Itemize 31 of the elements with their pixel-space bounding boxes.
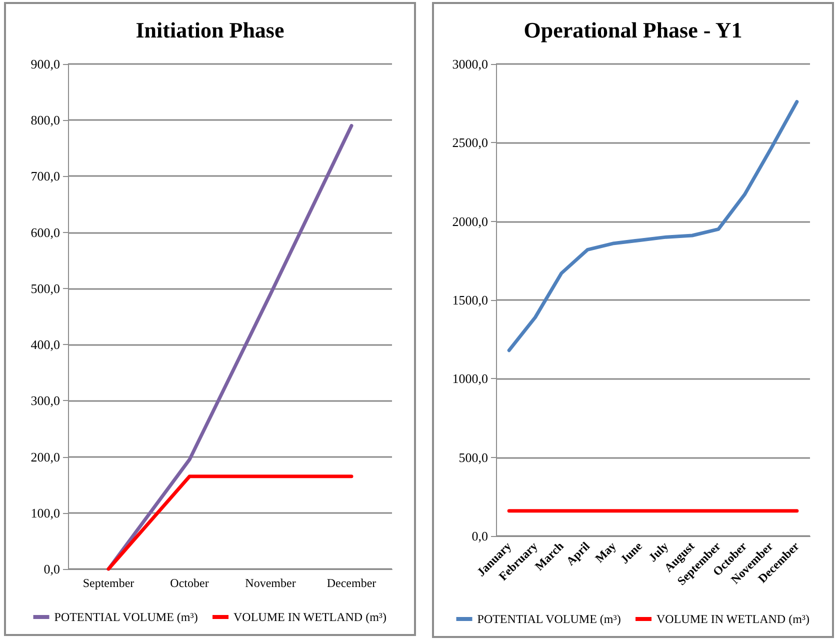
y-tick-label: 700,0 (30, 168, 60, 184)
y-tick-label: 900,0 (30, 56, 60, 72)
legend-label: POTENTIAL VOLUME (m³) (477, 612, 621, 626)
x-tick-label: May (592, 539, 619, 566)
y-tick-label: 500,0 (30, 280, 60, 296)
y-tick-label: 2500,0 (452, 135, 488, 150)
x-tick-label: July (646, 539, 672, 564)
y-tick-label: 400,0 (30, 337, 60, 352)
legend-label: VOLUME IN WETLAND (m³) (234, 610, 387, 624)
legend-label: VOLUME IN WETLAND (m³) (656, 612, 810, 626)
x-tick-label: September (82, 576, 134, 590)
y-tick-label: 600,0 (30, 224, 60, 240)
x-tick-label: November (245, 576, 296, 590)
y-tick-label: 1500,0 (452, 292, 488, 308)
chart-title: Initiation Phase (136, 18, 284, 42)
line-series (106, 124, 354, 571)
y-tick-label: 3000,0 (452, 56, 488, 72)
y-tick-label: 800,0 (30, 112, 60, 128)
y-tick-label: 2000,0 (452, 214, 488, 229)
line-series (507, 100, 799, 352)
chart-title: Operational Phase - Y1 (524, 18, 742, 42)
y-tick-label: 200,0 (30, 449, 60, 464)
x-tick-label: October (170, 576, 209, 590)
y-tick-label: 0,0 (44, 562, 60, 576)
y-tick-label: 300,0 (30, 393, 60, 408)
y-tick-label: 100,0 (30, 505, 60, 520)
x-tick-label: December (326, 576, 376, 590)
y-tick-label: 500,0 (458, 450, 488, 465)
y-tick-label: 1000,0 (452, 371, 488, 386)
y-tick-label: 0,0 (472, 528, 488, 544)
legend-label: POTENTIAL VOLUME (m³) (54, 610, 198, 624)
